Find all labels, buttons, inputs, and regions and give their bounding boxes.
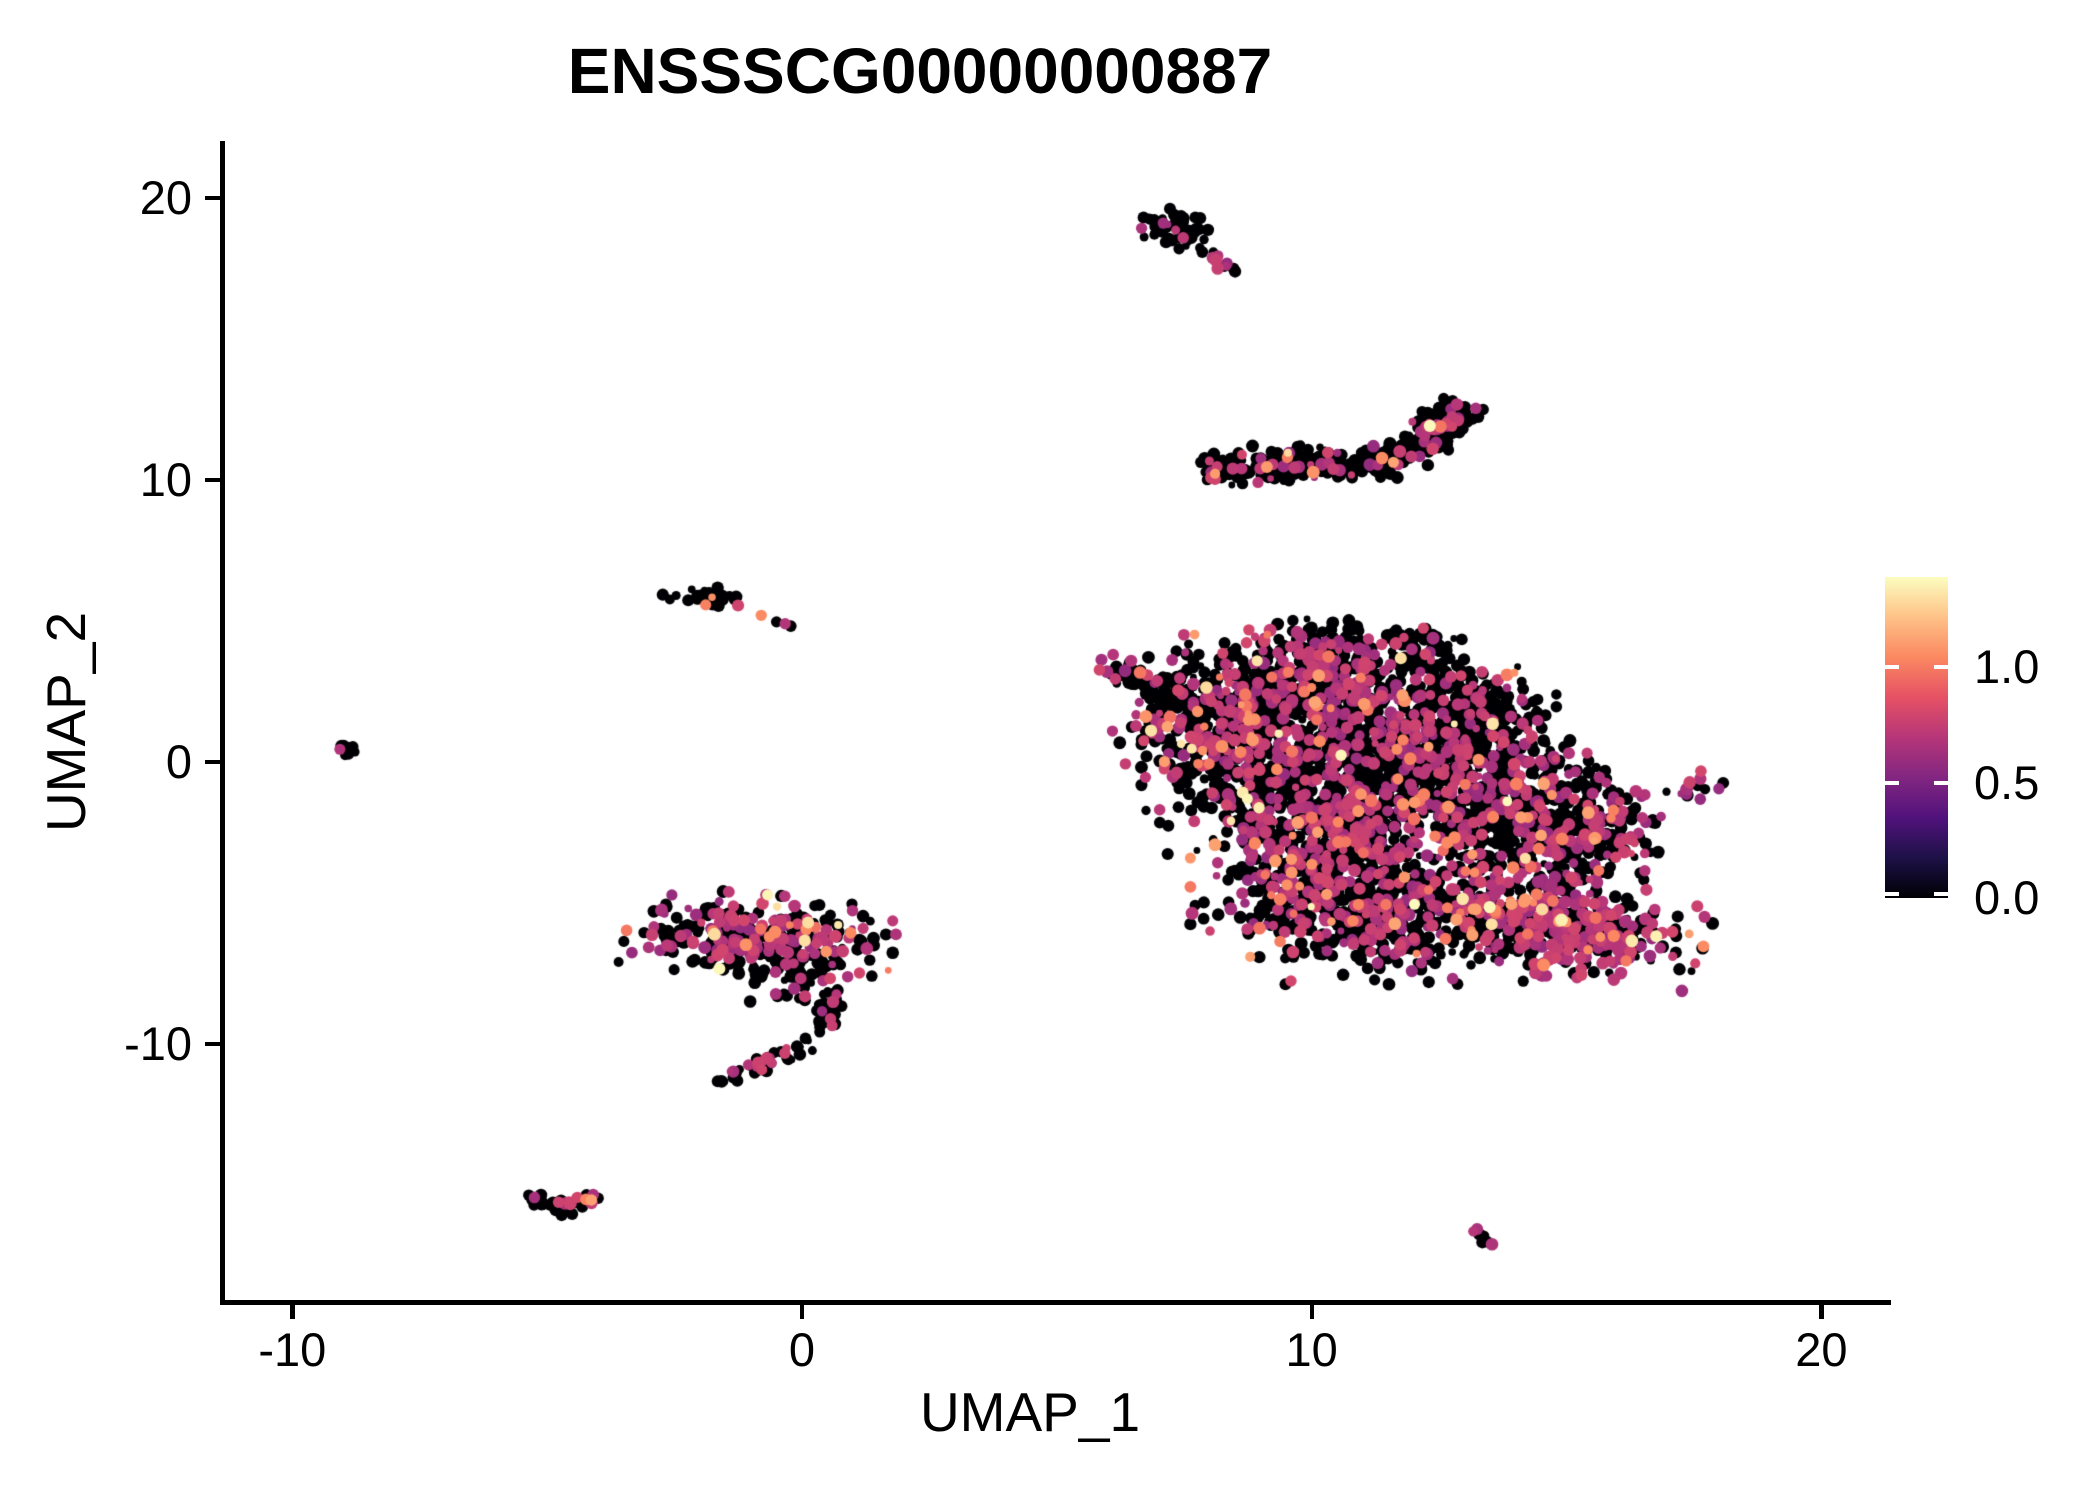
y-axis-title: UMAP_2 xyxy=(35,611,97,833)
colorbar-tick-label: 1.0 xyxy=(1974,640,2040,694)
colorbar-tick-mark xyxy=(1885,665,1899,670)
y-tick-mark xyxy=(205,759,220,765)
x-axis-title: UMAP_1 xyxy=(919,1381,1141,1443)
x-tick-label: 0 xyxy=(788,1323,816,1376)
colorbar-tick-mark xyxy=(1934,892,1948,896)
colorbar-tick-mark xyxy=(1934,665,1948,670)
y-tick-mark xyxy=(205,195,220,201)
y-tick-label: 10 xyxy=(139,453,192,506)
x-tick-mark xyxy=(1819,1304,1824,1319)
x-tick-label: -10 xyxy=(258,1323,327,1376)
colorbar-tick-label: 0.0 xyxy=(1974,871,2040,924)
plot-title: ENSSSCG00000000887 xyxy=(567,35,1273,107)
x-tick-mark xyxy=(799,1304,805,1319)
colorbar-tick-mark xyxy=(1934,780,1948,785)
y-tick-label: 20 xyxy=(139,171,192,224)
x-tick-label: 20 xyxy=(1795,1323,1848,1376)
colorbar-tick-mark xyxy=(1885,780,1899,785)
y-axis-line xyxy=(220,141,225,1304)
colorbar-tick-mark xyxy=(1885,892,1899,896)
y-tick-label: 0 xyxy=(165,735,192,788)
y-tick-mark xyxy=(205,1041,220,1047)
x-axis-line xyxy=(220,1300,1891,1305)
colorbar-tick-label: 0.5 xyxy=(1974,755,2040,809)
x-tick-mark xyxy=(1309,1304,1314,1319)
y-tick-mark xyxy=(205,477,220,483)
y-tick-label: -10 xyxy=(124,1017,192,1070)
colorbar-gradient xyxy=(1885,577,1948,898)
x-tick-mark xyxy=(290,1304,295,1319)
x-tick-label: 10 xyxy=(1285,1323,1338,1376)
